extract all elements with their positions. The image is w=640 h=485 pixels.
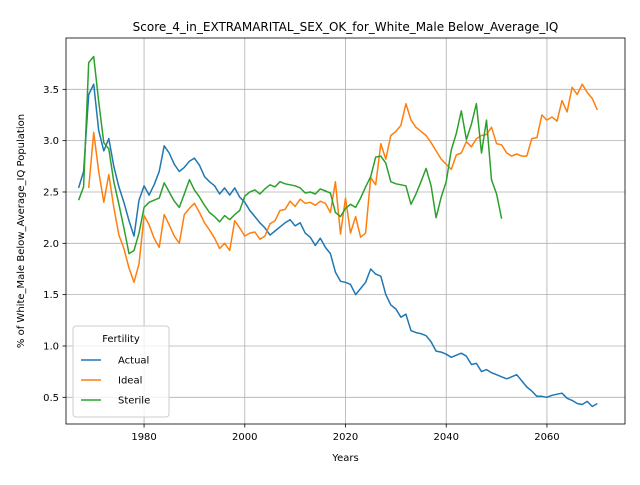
- series-lines: [77, 55, 598, 408]
- x-tick-label: 2040: [433, 432, 458, 443]
- x-axis-label: Years: [331, 453, 358, 464]
- series-line-ideal: [87, 83, 598, 284]
- legend-items: Actual Ideal Sterile: [81, 356, 150, 407]
- y-tick-label: 2.5: [43, 187, 59, 198]
- x-tick-label: 1980: [131, 432, 156, 443]
- series-line-sterile: [77, 55, 503, 255]
- legend-label-sterile: Sterile: [118, 396, 150, 407]
- legend: Fertility Actual Ideal Sterile: [72, 325, 170, 418]
- y-tick-label: 1.0: [43, 341, 59, 352]
- legend-label-actual: Actual: [118, 356, 149, 367]
- y-axis-label: % of White_Male Below_Average_IQ Populat…: [16, 114, 27, 348]
- y-tick-label: 3.5: [43, 85, 59, 96]
- y-tick-label: 1.5: [43, 290, 59, 301]
- axis-ticks: 1980 2000 2020 2040 2060 0.5 1.0 1.5 2.0 2.5 3.0 3.…: [43, 85, 560, 443]
- y-tick-label: 3.0: [43, 136, 59, 147]
- x-tick-label: 2000: [232, 432, 257, 443]
- legend-label-ideal: Ideal: [118, 376, 142, 387]
- legend-title: Fertility: [102, 334, 140, 345]
- chart-title: Score_4_in_EXTRAMARITAL_SEX_OK_for_White…: [133, 20, 559, 34]
- legend-box: [72, 325, 170, 418]
- y-tick-label: 2.0: [43, 239, 59, 250]
- x-tick-label: 2020: [333, 432, 358, 443]
- y-tick-label: 0.5: [43, 393, 59, 404]
- x-tick-label: 2060: [534, 432, 559, 443]
- series-line-actual: [77, 83, 598, 408]
